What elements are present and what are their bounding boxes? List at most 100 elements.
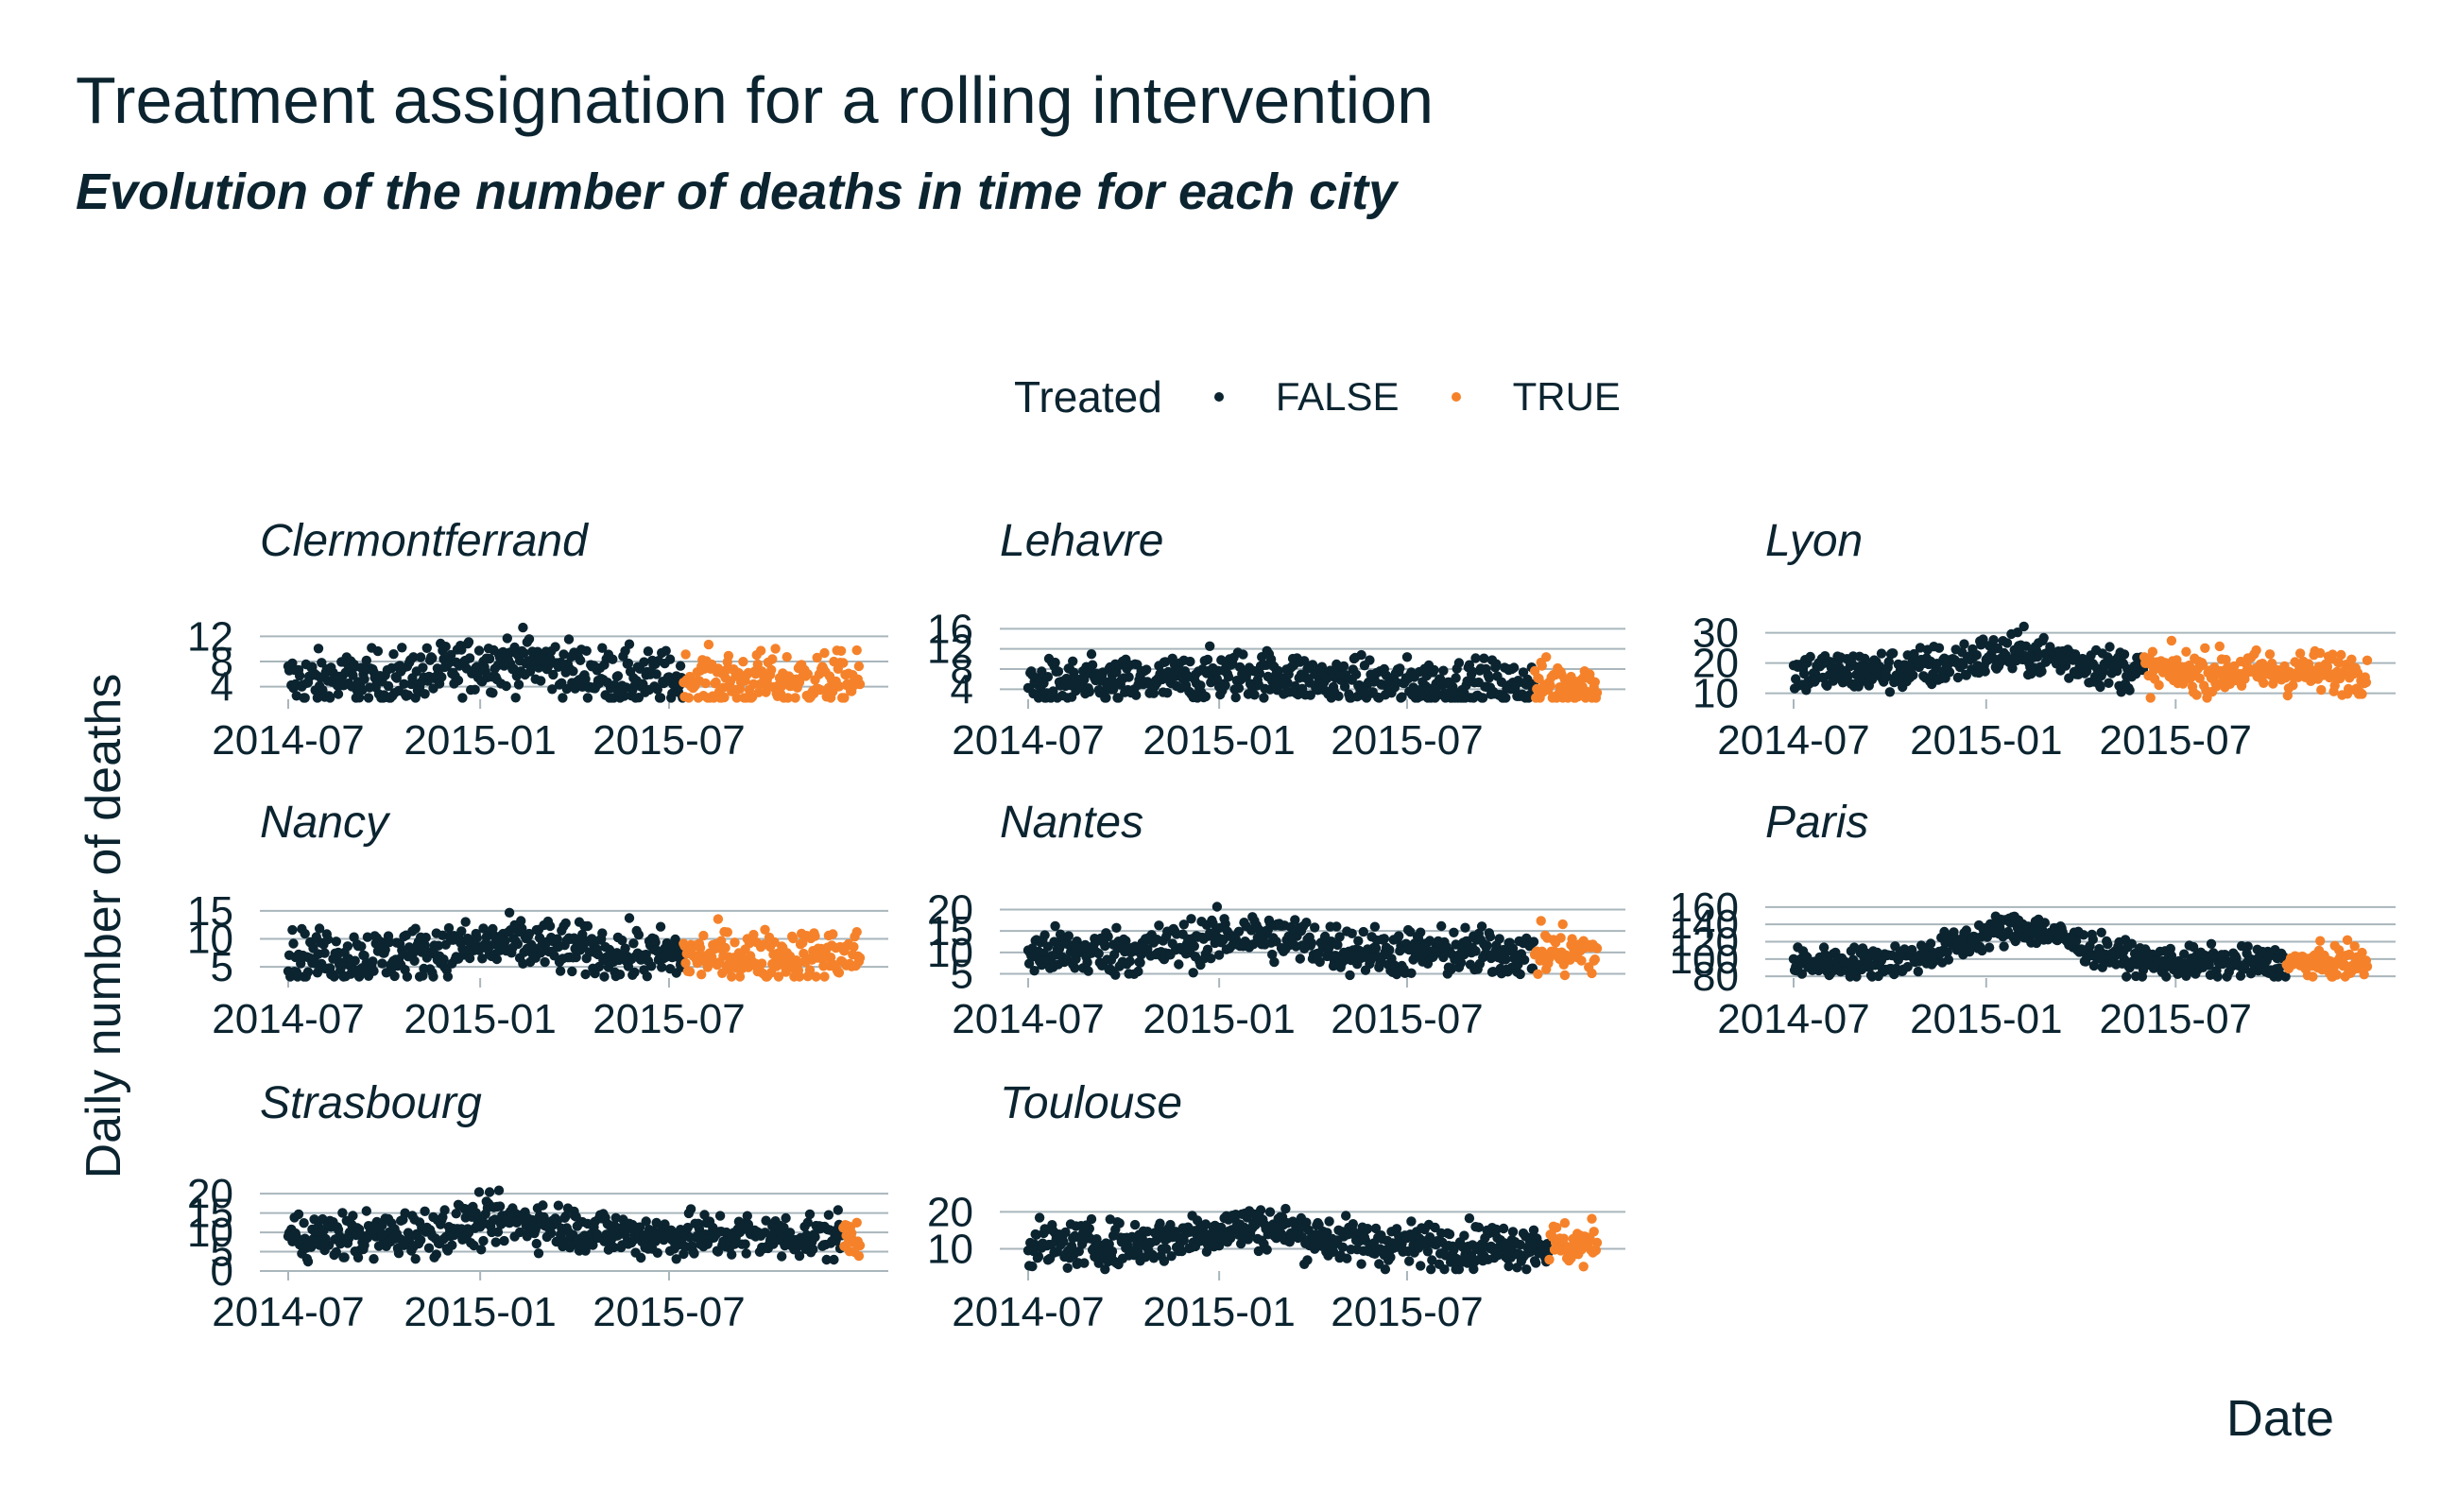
point-untreated [389, 971, 400, 982]
point-untreated [333, 689, 344, 699]
point-treated [790, 693, 800, 703]
points-clermontferrand [283, 622, 866, 703]
point-untreated [1449, 927, 1459, 937]
point-untreated [1333, 691, 1344, 701]
point-untreated [1416, 927, 1426, 937]
facet-title-strasbourg: Strasbourg [260, 1078, 482, 1128]
point-treated [767, 654, 778, 664]
point-treated [2282, 690, 2293, 701]
point-untreated [1162, 688, 1173, 698]
point-untreated [470, 684, 480, 695]
point-treated [854, 679, 866, 690]
point-untreated [1384, 945, 1395, 955]
point-treated [713, 914, 724, 924]
point-untreated [1111, 922, 1122, 933]
x-tick-label: 2014-07 [212, 996, 364, 1042]
point-untreated [440, 642, 451, 652]
point-untreated [472, 933, 482, 943]
point-untreated [1295, 954, 1306, 964]
point-untreated [2122, 971, 2132, 982]
point-untreated [1491, 659, 1502, 669]
point-untreated [342, 941, 353, 952]
point-untreated [420, 1206, 430, 1217]
point-untreated [1142, 664, 1152, 675]
point-untreated [2116, 687, 2126, 697]
point-treated [711, 677, 721, 688]
point-treated [853, 1250, 865, 1262]
point-untreated [1944, 667, 1955, 678]
point-untreated [1093, 948, 1104, 959]
legend-key-false [1213, 392, 1224, 402]
point-untreated [1406, 968, 1417, 979]
point-untreated [1049, 936, 1059, 947]
point-treated [1573, 691, 1584, 702]
point-treated [683, 693, 695, 703]
point-untreated [302, 967, 314, 977]
point-untreated [563, 634, 575, 644]
point-untreated [1202, 654, 1213, 665]
point-treated [1589, 677, 1601, 687]
point-treated [782, 693, 793, 703]
point-untreated [1464, 1213, 1475, 1224]
point-untreated [1884, 687, 1896, 697]
point-untreated [325, 693, 335, 703]
point-treated [680, 958, 691, 969]
point-untreated [1438, 952, 1449, 963]
point-treated [1589, 1227, 1599, 1237]
y-tick-label: 20 [927, 1189, 973, 1235]
point-untreated [509, 642, 520, 653]
point-treated [2145, 693, 2156, 703]
point-untreated [287, 924, 298, 936]
point-untreated [1350, 669, 1362, 679]
point-untreated [1348, 1219, 1359, 1229]
point-untreated [518, 622, 528, 633]
x-tick-label: 2015-07 [593, 717, 745, 764]
point-untreated [650, 937, 661, 948]
x-tick-label: 2015-01 [404, 996, 556, 1042]
point-treated [734, 971, 746, 982]
y-tick-label: 4 [951, 666, 973, 713]
point-untreated [628, 938, 639, 949]
point-untreated [597, 643, 608, 653]
x-tick-label: 2015-07 [1331, 996, 1483, 1042]
x-tick-label: 2014-07 [952, 717, 1104, 764]
point-treated [2147, 646, 2158, 657]
point-treated [748, 929, 759, 940]
point-untreated [1479, 653, 1489, 663]
point-untreated [740, 1239, 750, 1249]
point-untreated [575, 655, 586, 665]
point-untreated [484, 1187, 495, 1197]
point-untreated [1233, 683, 1245, 694]
point-treated [2154, 679, 2164, 691]
point-untreated [804, 1209, 816, 1220]
y-tick-label: 20 [1692, 641, 1739, 687]
point-treated [2336, 649, 2346, 661]
point-untreated [1339, 681, 1350, 692]
point-untreated [1984, 942, 1995, 953]
point-untreated [1528, 936, 1539, 947]
point-untreated [1238, 649, 1248, 660]
point-untreated [652, 684, 662, 695]
point-untreated [1405, 926, 1416, 937]
point-untreated [302, 1256, 314, 1267]
point-untreated [1042, 672, 1054, 682]
point-untreated [1062, 1263, 1073, 1274]
point-untreated [1999, 941, 2009, 952]
point-untreated [2119, 649, 2130, 660]
point-untreated [608, 654, 618, 664]
point-untreated [664, 654, 676, 664]
point-untreated [1206, 954, 1216, 964]
point-treated [2322, 662, 2333, 672]
point-untreated [1103, 931, 1113, 942]
point-untreated [294, 670, 305, 681]
point-untreated [1925, 938, 1936, 949]
point-treated [766, 664, 777, 676]
point-treated [2219, 671, 2229, 681]
point-untreated [1154, 920, 1164, 931]
point-untreated [1027, 1261, 1038, 1272]
point-untreated [1883, 657, 1895, 667]
point-untreated [473, 645, 485, 656]
point-untreated [2124, 685, 2135, 696]
